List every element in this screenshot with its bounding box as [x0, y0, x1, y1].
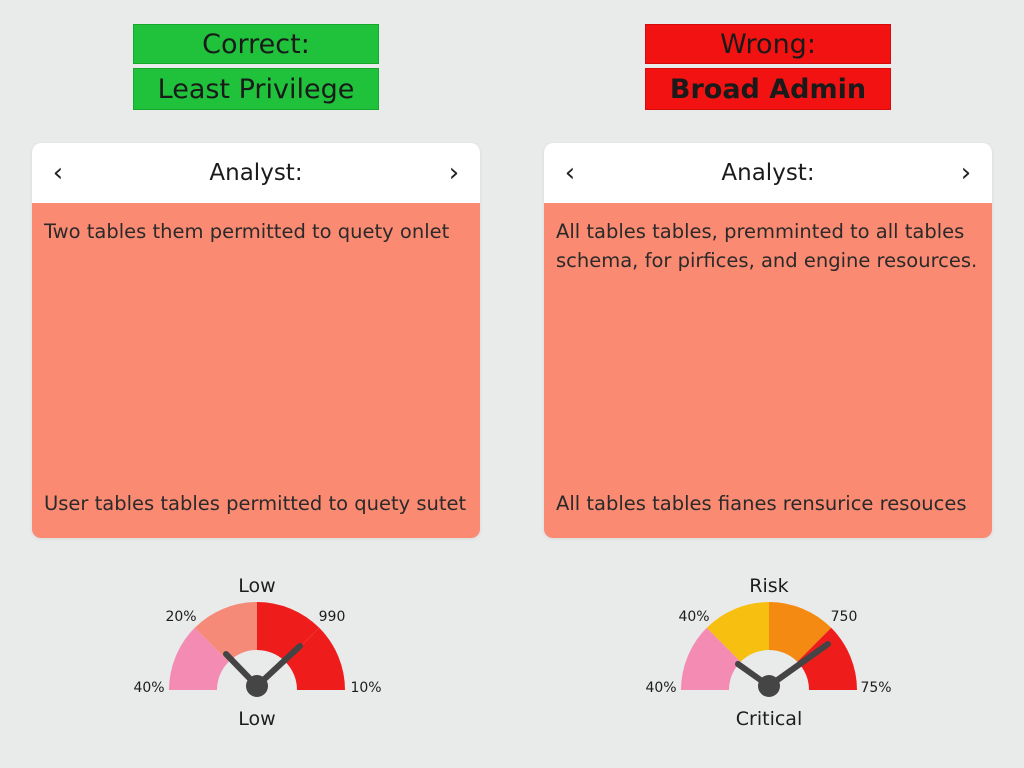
gauge-svg: Risk 40% 750 40% 75% Critical: [645, 575, 891, 730]
permission-description: All tables tables, premminted to all tab…: [556, 220, 978, 272]
risk-gauge-critical: Risk 40% 750 40% 75% Critical: [544, 568, 1004, 768]
card-header: ‹ Analyst: ›: [544, 143, 992, 203]
broad-admin-label: Broad Admin: [645, 68, 891, 110]
chevron-left-icon[interactable]: ‹: [52, 158, 64, 188]
gauge-label-40: 40%: [133, 680, 164, 696]
card-title: Analyst:: [721, 160, 815, 186]
gauge-svg: Low 20% 990 40% 10% Low: [133, 575, 381, 730]
card-title: Analyst:: [209, 160, 303, 186]
broad-admin-column: Wrong: Broad Admin ‹ Analyst: › All tabl…: [544, 0, 1004, 768]
gauge-label-990: 990: [319, 609, 346, 625]
permission-footer: All tables tables fianes rensurice resou…: [556, 492, 967, 515]
gauge-segment-3: [769, 602, 832, 662]
permission-footer: User tables tables permitted to quety su…: [44, 492, 467, 515]
wrong-label: Wrong:: [645, 24, 891, 64]
gauge-segment-2: [194, 602, 257, 662]
chevron-right-icon[interactable]: ›: [960, 158, 972, 188]
gauge-label-20: 20%: [165, 609, 196, 625]
gauge-segment-4: [285, 627, 345, 690]
gauge-top-label: Risk: [749, 575, 788, 597]
least-privilege-label: Least Privilege: [133, 68, 379, 110]
gauge-hub: [758, 675, 780, 697]
gauge-label-750: 750: [831, 609, 858, 625]
gauge-needle-2: [766, 641, 831, 689]
gauge-label-40: 40%: [645, 680, 676, 696]
gauge-bottom-label: Critical: [736, 708, 802, 730]
card-header: ‹ Analyst: ›: [32, 143, 480, 203]
gauge-label-10: 10%: [350, 680, 381, 696]
gauge-segment-1: [681, 627, 741, 690]
gauge-segment-3: [257, 602, 320, 662]
gauge-bottom-label: Low: [238, 708, 275, 730]
gauge-hub: [246, 675, 268, 697]
gauge-top-label: Low: [238, 575, 275, 597]
analyst-card-least-privilege: ‹ Analyst: › Two tables them permitted t…: [32, 143, 480, 538]
risk-gauge-low: Low 20% 990 40% 10% Low: [32, 568, 492, 768]
gauge-label-75: 75%: [860, 680, 891, 696]
least-privilege-column: Correct: Least Privilege ‹ Analyst: › Tw…: [32, 0, 492, 768]
analyst-card-broad-admin: ‹ Analyst: › All tables tables, premmint…: [544, 143, 992, 538]
chevron-left-icon[interactable]: ‹: [564, 158, 576, 188]
gauge-segment-2: [706, 602, 769, 662]
gauge-segment-4: [797, 627, 857, 690]
gauge-segment-1: [169, 627, 229, 690]
gauge-label-40-top: 40%: [678, 609, 709, 625]
correct-label: Correct:: [133, 24, 379, 64]
chevron-right-icon[interactable]: ›: [448, 158, 460, 188]
permission-description: Two tables them permitted to quety onlet: [44, 220, 450, 243]
